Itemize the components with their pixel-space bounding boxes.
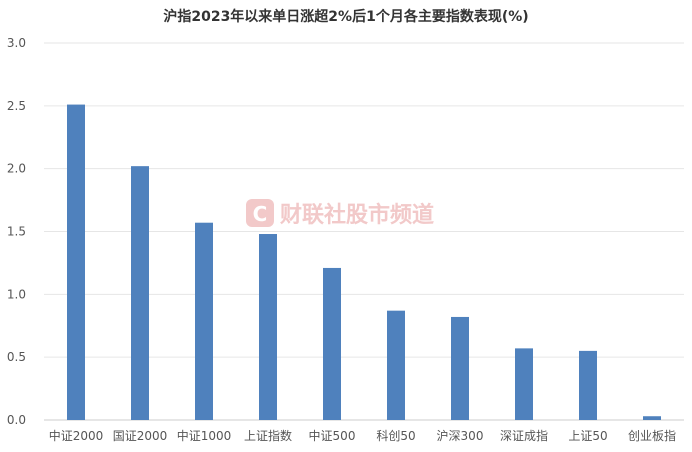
y-axis-ticks: 0.0 0.5 1.0 1.5 2.0 2.5 3.0: [7, 36, 26, 427]
bar: [131, 166, 149, 420]
grid-lines: [44, 42, 684, 421]
x-tick-label: 中证1000: [177, 428, 232, 443]
watermark-text: 财联社股市频道: [280, 202, 434, 228]
y-tick-label: 3.0: [7, 36, 26, 50]
y-tick-label: 1.5: [7, 225, 26, 239]
watermark-logo: [246, 199, 274, 227]
x-tick-label: 上证50: [568, 429, 607, 443]
x-axis-ticks: 中证2000 国证2000 中证1000 上证指数 中证500 科创50 沪深300 深证成指…: [49, 428, 676, 443]
x-tick-label: 沪深300: [437, 429, 484, 443]
bar: [515, 348, 533, 420]
bar: [323, 267, 341, 420]
chart-title: 沪指2023年以来单日涨超2%后1个月各主要指数表现(%): [163, 9, 529, 25]
x-tick-label: 上证指数: [244, 428, 292, 443]
bar: [451, 316, 469, 420]
bar: [579, 350, 597, 420]
y-tick-label: 2.0: [7, 162, 26, 176]
y-tick-label: 0.5: [7, 350, 26, 364]
bar: [387, 310, 405, 420]
x-tick-label: 国证2000: [113, 429, 168, 443]
bars: [67, 104, 661, 421]
bar: [67, 104, 85, 421]
x-tick-label: 创业板指: [628, 428, 676, 443]
bar: [195, 222, 213, 420]
bar: [259, 234, 277, 420]
x-tick-label: 中证2000: [49, 428, 104, 443]
bar: [643, 416, 661, 420]
x-tick-label: 深证成指: [500, 428, 548, 443]
y-tick-label: 1.0: [7, 287, 26, 301]
watermark: C 财联社股市频道: [246, 199, 434, 228]
y-tick-label: 0.0: [7, 413, 26, 427]
x-tick-label: 中证500: [309, 428, 356, 443]
watermark-logo-letter: C: [253, 202, 268, 226]
x-tick-label: 科创50: [376, 429, 415, 443]
y-tick-label: 2.5: [7, 99, 26, 113]
